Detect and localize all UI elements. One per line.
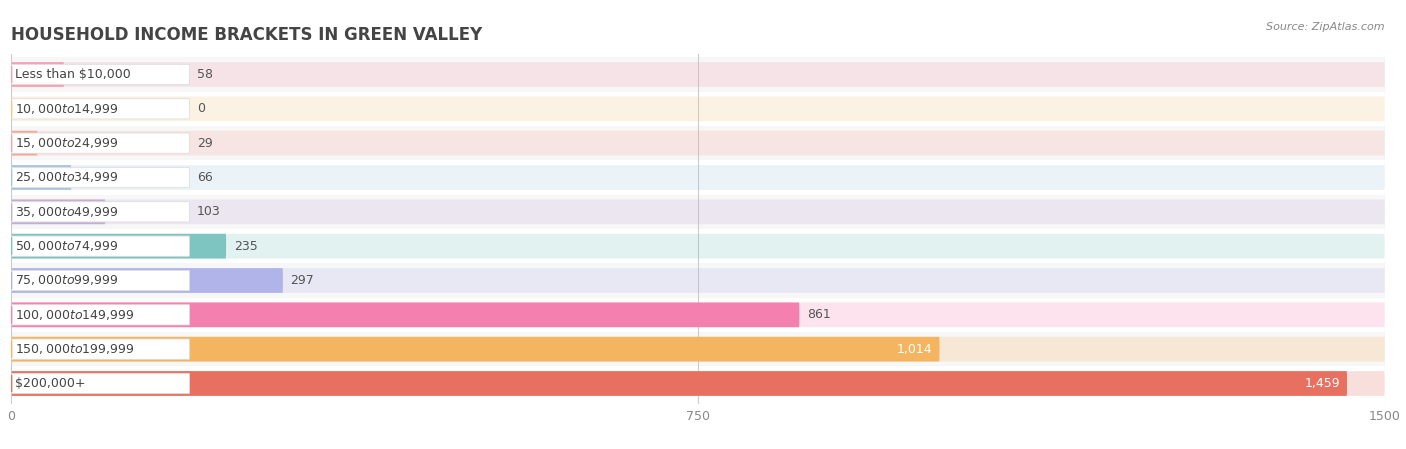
FancyBboxPatch shape (11, 234, 226, 259)
FancyBboxPatch shape (11, 371, 1385, 396)
FancyBboxPatch shape (11, 165, 1385, 190)
FancyBboxPatch shape (11, 337, 1385, 361)
Text: $15,000 to $24,999: $15,000 to $24,999 (15, 136, 120, 150)
FancyBboxPatch shape (11, 64, 190, 84)
FancyBboxPatch shape (11, 236, 190, 256)
Text: HOUSEHOLD INCOME BRACKETS IN GREEN VALLEY: HOUSEHOLD INCOME BRACKETS IN GREEN VALLE… (11, 26, 482, 44)
Text: 103: 103 (197, 205, 221, 218)
FancyBboxPatch shape (11, 337, 939, 361)
Text: 1,459: 1,459 (1305, 377, 1340, 390)
FancyBboxPatch shape (11, 268, 1385, 293)
FancyBboxPatch shape (11, 165, 72, 190)
Text: $25,000 to $34,999: $25,000 to $34,999 (15, 171, 120, 185)
FancyBboxPatch shape (11, 167, 190, 188)
Text: $100,000 to $149,999: $100,000 to $149,999 (15, 308, 135, 322)
Text: 1,014: 1,014 (897, 343, 932, 356)
Text: $35,000 to $49,999: $35,000 to $49,999 (15, 205, 120, 219)
FancyBboxPatch shape (11, 195, 1385, 229)
Text: $10,000 to $14,999: $10,000 to $14,999 (15, 102, 120, 116)
Text: 66: 66 (197, 171, 212, 184)
Text: $200,000+: $200,000+ (15, 377, 86, 390)
FancyBboxPatch shape (11, 270, 190, 291)
Text: Less than $10,000: Less than $10,000 (15, 68, 131, 81)
FancyBboxPatch shape (11, 339, 190, 359)
FancyBboxPatch shape (11, 371, 1347, 396)
FancyBboxPatch shape (11, 57, 1385, 92)
FancyBboxPatch shape (11, 305, 190, 325)
Text: $150,000 to $199,999: $150,000 to $199,999 (15, 342, 135, 356)
FancyBboxPatch shape (11, 298, 1385, 332)
FancyBboxPatch shape (11, 229, 1385, 263)
FancyBboxPatch shape (11, 99, 190, 119)
Text: $50,000 to $74,999: $50,000 to $74,999 (15, 239, 120, 253)
FancyBboxPatch shape (11, 131, 38, 155)
FancyBboxPatch shape (11, 62, 65, 87)
FancyBboxPatch shape (11, 126, 1385, 160)
Text: 29: 29 (197, 136, 212, 150)
FancyBboxPatch shape (11, 160, 1385, 195)
FancyBboxPatch shape (11, 366, 1385, 401)
FancyBboxPatch shape (11, 62, 1385, 87)
Text: 861: 861 (807, 308, 831, 321)
Text: 58: 58 (197, 68, 214, 81)
Text: 0: 0 (197, 102, 205, 115)
Text: 235: 235 (233, 240, 257, 253)
FancyBboxPatch shape (11, 131, 1385, 155)
FancyBboxPatch shape (11, 303, 1385, 327)
FancyBboxPatch shape (11, 332, 1385, 366)
FancyBboxPatch shape (11, 234, 1385, 259)
FancyBboxPatch shape (11, 374, 190, 394)
FancyBboxPatch shape (11, 199, 1385, 224)
FancyBboxPatch shape (11, 303, 800, 327)
Text: 297: 297 (291, 274, 315, 287)
FancyBboxPatch shape (11, 133, 190, 153)
Text: $75,000 to $99,999: $75,000 to $99,999 (15, 273, 120, 287)
Text: Source: ZipAtlas.com: Source: ZipAtlas.com (1267, 22, 1385, 32)
FancyBboxPatch shape (11, 97, 1385, 121)
FancyBboxPatch shape (11, 268, 283, 293)
FancyBboxPatch shape (11, 263, 1385, 298)
FancyBboxPatch shape (11, 202, 190, 222)
FancyBboxPatch shape (11, 199, 105, 224)
FancyBboxPatch shape (11, 92, 1385, 126)
